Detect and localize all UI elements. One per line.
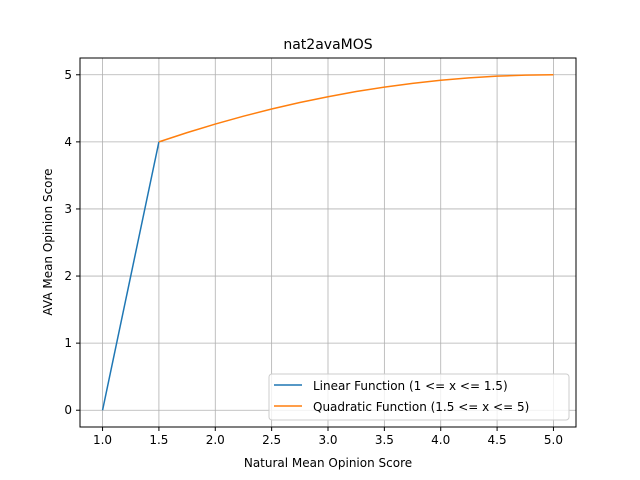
legend-box (268, 373, 570, 421)
legend-label-linear: Linear Function (1 <= x <= 1.5) (313, 379, 508, 393)
series-group (101, 74, 554, 411)
y-axis-label: AVA Mean Opinion Score (41, 168, 55, 315)
y-tick-label: 5 (64, 68, 72, 82)
ticks: 1.0 1.5 2.0 2.5 3.0 3.5 4.0 4.5 5.0 0 1 2 3 4 5 (64, 68, 563, 447)
x-tick-label: 3.5 (375, 433, 394, 447)
series-line-0 (101, 141, 160, 411)
legend-label-quadratic: Quadratic Function (1.5 <= x <= 5) (313, 400, 529, 414)
x-tick-label: 4.5 (488, 433, 507, 447)
x-tick-label: 4.0 (431, 433, 450, 447)
x-tick-label: 2.5 (262, 433, 281, 447)
y-tick-label: 3 (64, 202, 72, 216)
y-tick-label: 1 (64, 336, 72, 350)
y-tick-label: 2 (64, 269, 72, 283)
x-tick-label: 5.0 (544, 433, 563, 447)
legend: Linear Function (1 <= x <= 1.5) Quadrati… (268, 373, 570, 421)
x-tick-label: 3.0 (318, 433, 337, 447)
chart-title: nat2avaMOS (283, 37, 372, 53)
x-axis-label: Natural Mean Opinion Score (244, 456, 412, 470)
x-tick-label: 2.0 (206, 433, 225, 447)
y-tick-label: 4 (64, 135, 72, 149)
x-tick-label: 1.0 (93, 433, 112, 447)
y-tick-label: 0 (64, 403, 72, 417)
series-line-1 (158, 74, 554, 143)
x-tick-label: 1.5 (149, 433, 168, 447)
